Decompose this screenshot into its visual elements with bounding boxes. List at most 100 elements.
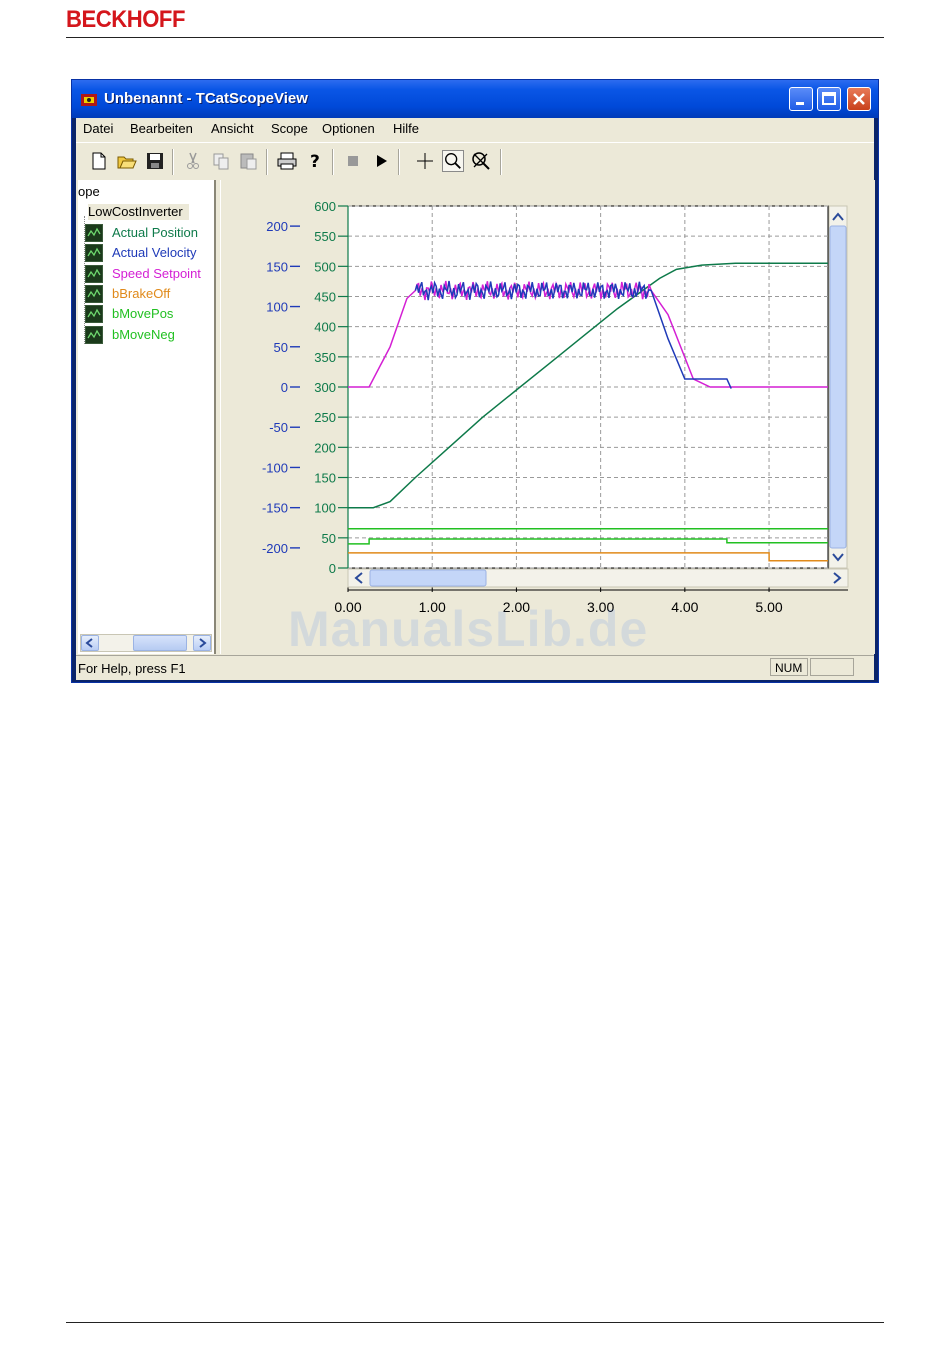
status-num-indicator: NUM	[770, 658, 808, 676]
tree-connector	[84, 216, 86, 344]
scope-plot-pane: 600 550 500 450 400 350 300 250 200 150 100 50 0 200 1…	[220, 180, 875, 654]
toolbar: ?	[76, 142, 874, 180]
scroll-down-arrow[interactable]	[832, 553, 844, 562]
position-axis-tick-label: 500	[314, 259, 336, 274]
x-axis-tick-label: 5.00	[755, 599, 782, 615]
series-line	[348, 538, 828, 545]
channel-label: Speed Setpoint	[112, 265, 201, 281]
menu-scope[interactable]: Scope	[271, 121, 308, 136]
plot-horizontal-scroll-thumb[interactable]	[369, 569, 487, 587]
channel-label: Actual Position	[112, 225, 198, 240]
scroll-left-arrow[interactable]	[354, 572, 363, 584]
status-help-text: For Help, press F1	[78, 661, 186, 676]
help-icon[interactable]: ?	[304, 150, 326, 172]
channel-label: bMoveNeg	[112, 326, 175, 342]
x-axis-tick-label: 2.00	[503, 599, 530, 615]
series-line	[348, 552, 828, 562]
client-area: ope LowCostInverter Actual Position Actua…	[76, 180, 875, 655]
velocity-axis-tick-label: 0	[281, 380, 288, 395]
tree-node-lowcostinverter[interactable]: LowCostInverter	[88, 204, 189, 220]
zoom-icon[interactable]	[442, 150, 464, 172]
app-icon	[81, 94, 97, 106]
x-axis-tick-label: 4.00	[671, 599, 698, 615]
series-line	[348, 262, 828, 509]
position-axis-tick-label: 250	[314, 410, 336, 425]
paste-icon[interactable]	[238, 150, 260, 172]
channel-label: bMovePos	[112, 306, 174, 322]
velocity-axis-tick-label: 150	[266, 259, 288, 274]
menu-bearbeiten[interactable]: Bearbeiten	[130, 121, 193, 136]
scroll-thumb[interactable]	[133, 635, 187, 651]
velocity-axis-tick-label: -50	[269, 420, 288, 435]
position-axis-tick-label: 450	[314, 290, 336, 305]
toolbar-separator	[398, 149, 400, 175]
tree-horizontal-scrollbar[interactable]	[80, 634, 212, 652]
velocity-axis-tick-label: -200	[262, 541, 288, 556]
print-icon[interactable]	[276, 150, 298, 172]
channel-tree: ope LowCostInverter Actual Position Actua…	[78, 180, 216, 654]
play-icon[interactable]	[370, 150, 392, 172]
velocity-axis-tick-label: -150	[262, 501, 288, 516]
position-axis-tick-label: 550	[314, 229, 336, 244]
toolbar-separator	[266, 149, 268, 175]
titlebar[interactable]: Unbenannt - TCatScopeView	[72, 80, 878, 118]
position-axis-tick-label: 100	[314, 501, 336, 516]
x-axis-tick-label: 0.00	[334, 599, 361, 615]
crosshair-icon[interactable]	[414, 150, 436, 172]
status-panel	[810, 658, 854, 676]
velocity-axis-tick-label: -100	[262, 460, 288, 475]
scope-chart: 6005505004504003503002502001501005002001…	[262, 199, 849, 615]
toolbar-separator	[500, 149, 502, 175]
menu-datei[interactable]: Datei	[83, 121, 114, 136]
velocity-axis-tick-label: 200	[266, 219, 288, 234]
menu-optionen[interactable]: Optionen	[322, 121, 375, 136]
plot-vertical-scroll-thumb[interactable]	[829, 225, 847, 549]
menu-ansicht[interactable]: Ansicht	[211, 121, 254, 136]
copy-icon[interactable]	[210, 150, 232, 172]
channel-graph-icon	[85, 224, 103, 242]
channel-label: Actual Velocity	[112, 245, 197, 261]
channel-label: bBrakeOff	[112, 285, 171, 301]
position-axis-tick-label: 50	[322, 531, 336, 546]
tree-root[interactable]: ope	[78, 184, 100, 199]
scroll-up-arrow[interactable]	[832, 212, 844, 221]
position-axis-tick-label: 300	[314, 380, 336, 395]
position-axis-tick-label: 0	[329, 561, 336, 576]
position-axis-tick-label: 350	[314, 350, 336, 365]
brand-logo: BECKHOFF	[66, 6, 185, 33]
open-folder-icon[interactable]	[116, 150, 138, 172]
toolbar-separator	[172, 149, 174, 175]
footer-rule	[66, 1322, 884, 1323]
menu-hilfe[interactable]: Hilfe	[393, 121, 420, 136]
channel-graph-icon	[85, 244, 103, 263]
save-icon[interactable]	[144, 150, 166, 172]
window-title: Unbenannt - TCatScopeView	[104, 90, 308, 107]
scroll-right-arrow[interactable]	[833, 572, 842, 584]
series-line	[414, 280, 732, 389]
menubar: Datei Bearbeiten Ansicht Scope Optionen …	[76, 118, 874, 142]
x-axis-tick-label: 3.00	[587, 599, 614, 615]
position-axis-tick-label: 200	[314, 440, 336, 455]
toolbar-separator	[332, 149, 334, 175]
scroll-left-arrow[interactable]	[81, 635, 99, 651]
cut-icon[interactable]	[182, 150, 204, 172]
channel-graph-icon	[85, 305, 103, 324]
position-axis-tick-label: 150	[314, 471, 336, 486]
maximize-button[interactable]	[817, 87, 841, 111]
x-axis-tick-label: 1.00	[419, 599, 446, 615]
velocity-axis-tick-label: 100	[266, 300, 288, 315]
minimize-button[interactable]	[789, 87, 813, 111]
channel-graph-icon	[85, 284, 103, 303]
channel-graph-icon	[85, 264, 103, 283]
header-rule	[66, 37, 884, 38]
stop-icon[interactable]	[342, 150, 364, 172]
new-file-icon[interactable]	[88, 150, 110, 172]
close-button[interactable]	[847, 87, 871, 111]
status-bar: For Help, press F1 NUM	[76, 655, 874, 680]
zoom-reset-icon[interactable]	[470, 150, 492, 172]
velocity-axis-tick-label: 50	[274, 340, 288, 355]
position-axis-tick-label: 600	[314, 199, 336, 214]
position-axis-tick-label: 400	[314, 320, 336, 335]
scroll-right-arrow[interactable]	[193, 635, 211, 651]
channel-graph-icon	[85, 325, 103, 344]
